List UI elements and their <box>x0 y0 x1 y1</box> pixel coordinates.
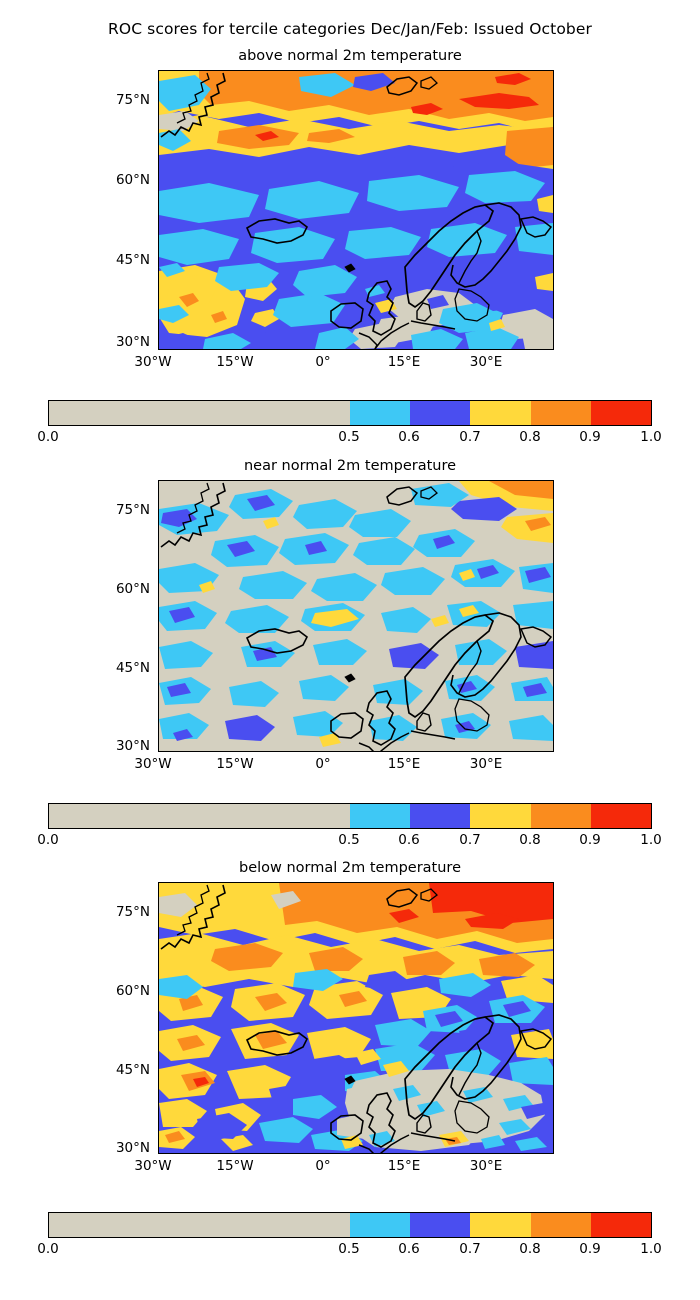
xtick-15w-panel3: 15°W <box>216 1158 254 1174</box>
ytick-30n-panel2: 30°N <box>115 738 150 754</box>
colorbar-segment-0.6-0.7 <box>410 401 471 425</box>
xtick-30w-panel1: 30°W <box>134 354 172 370</box>
ytick-75n-panel1: 75°N <box>115 92 150 108</box>
ytick-45n-panel2: 45°N <box>115 660 150 676</box>
map-below-normal[interactable] <box>158 882 554 1154</box>
colorbar-segment-0.9-1.0 <box>590 1213 651 1237</box>
ytick-75n-panel3: 75°N <box>115 904 150 920</box>
cbtick-0.9-panel1: 0.9 <box>579 429 601 445</box>
figure-suptitle: ROC scores for tercile categories Dec/Ja… <box>108 20 592 38</box>
map-near-normal[interactable] <box>158 480 554 752</box>
colorbar-below-normal[interactable] <box>48 1212 652 1238</box>
panel-title-above-normal: above normal 2m temperature <box>238 48 462 64</box>
ytick-45n-panel3: 45°N <box>115 1062 150 1078</box>
colorbar-near-normal[interactable] <box>48 803 652 829</box>
xtick-15e-panel1: 15°E <box>387 354 421 370</box>
map-above-normal[interactable] <box>158 70 554 350</box>
xtick-15w-panel1: 15°W <box>216 354 254 370</box>
colorbar-segment-0.5-0.6 <box>350 1213 411 1237</box>
colorbar-segment-0.8-0.9 <box>530 401 591 425</box>
colorbar-segment-0.9-1.0 <box>590 401 651 425</box>
cbtick-0.5-panel3: 0.5 <box>338 1241 360 1257</box>
colorbar-segment-0.7-0.8 <box>470 401 531 425</box>
cbtick-1.0-panel2: 1.0 <box>640 832 662 848</box>
cbtick-0.6-panel1: 0.6 <box>398 429 420 445</box>
cbtick-0.5-panel2: 0.5 <box>338 832 360 848</box>
colorbar-segment-0.7-0.8 <box>470 1213 531 1237</box>
colorbar-segment-0.6-0.7 <box>410 1213 471 1237</box>
cbtick-0.7-panel1: 0.7 <box>459 429 481 445</box>
xtick-0-panel2: 0° <box>315 756 331 772</box>
xtick-0-panel3: 0° <box>315 1158 331 1174</box>
cbtick-0.5-panel1: 0.5 <box>338 429 360 445</box>
cbtick-1.0-panel1: 1.0 <box>640 429 662 445</box>
xtick-30e-panel3: 30°E <box>469 1158 503 1174</box>
ytick-75n-panel2: 75°N <box>115 502 150 518</box>
ytick-30n-panel3: 30°N <box>115 1140 150 1156</box>
ytick-30n-panel1: 30°N <box>115 334 150 350</box>
xtick-15e-panel2: 15°E <box>387 756 421 772</box>
colorbar-above-normal[interactable] <box>48 400 652 426</box>
xtick-0-panel1: 0° <box>315 354 331 370</box>
cbtick-1.0-panel3: 1.0 <box>640 1241 662 1257</box>
cbtick-0.8-panel3: 0.8 <box>519 1241 541 1257</box>
cbtick-0.6-panel2: 0.6 <box>398 832 420 848</box>
cbtick-0.6-panel3: 0.6 <box>398 1241 420 1257</box>
xtick-30e-panel2: 30°E <box>469 756 503 772</box>
panel-title-near-normal: near normal 2m temperature <box>243 458 457 474</box>
ytick-60n-panel3: 60°N <box>115 983 150 999</box>
xtick-30e-panel1: 30°E <box>469 354 503 370</box>
cbtick-0.8-panel2: 0.8 <box>519 832 541 848</box>
xtick-15e-panel3: 15°E <box>387 1158 421 1174</box>
colorbar-segment-0.5-0.6 <box>350 804 411 828</box>
cbtick-0.9-panel2: 0.9 <box>579 832 601 848</box>
xtick-30w-panel3: 30°W <box>134 1158 172 1174</box>
colorbar-segment-0.5-0.6 <box>350 401 411 425</box>
xtick-15w-panel2: 15°W <box>216 756 254 772</box>
cbtick-0.7-panel3: 0.7 <box>459 1241 481 1257</box>
cbtick-0.0-panel2: 0.0 <box>37 832 59 848</box>
colorbar-segment-0-0.5 <box>49 401 350 425</box>
colorbar-segment-0.6-0.7 <box>410 804 471 828</box>
cbtick-0.9-panel3: 0.9 <box>579 1241 601 1257</box>
cbtick-0.0-panel3: 0.0 <box>37 1241 59 1257</box>
colorbar-segment-0-0.5 <box>49 804 350 828</box>
xtick-30w-panel2: 30°W <box>134 756 172 772</box>
cbtick-0.7-panel2: 0.7 <box>459 832 481 848</box>
colorbar-segment-0.8-0.9 <box>530 804 591 828</box>
cbtick-0.0-panel1: 0.0 <box>37 429 59 445</box>
colorbar-segment-0.9-1.0 <box>590 804 651 828</box>
colorbar-segment-0-0.5 <box>49 1213 350 1237</box>
cbtick-0.8-panel1: 0.8 <box>519 429 541 445</box>
ytick-45n-panel1: 45°N <box>115 252 150 268</box>
ytick-60n-panel1: 60°N <box>115 172 150 188</box>
ytick-60n-panel2: 60°N <box>115 581 150 597</box>
colorbar-segment-0.8-0.9 <box>530 1213 591 1237</box>
colorbar-segment-0.7-0.8 <box>470 804 531 828</box>
panel-title-below-normal: below normal 2m temperature <box>238 860 461 876</box>
